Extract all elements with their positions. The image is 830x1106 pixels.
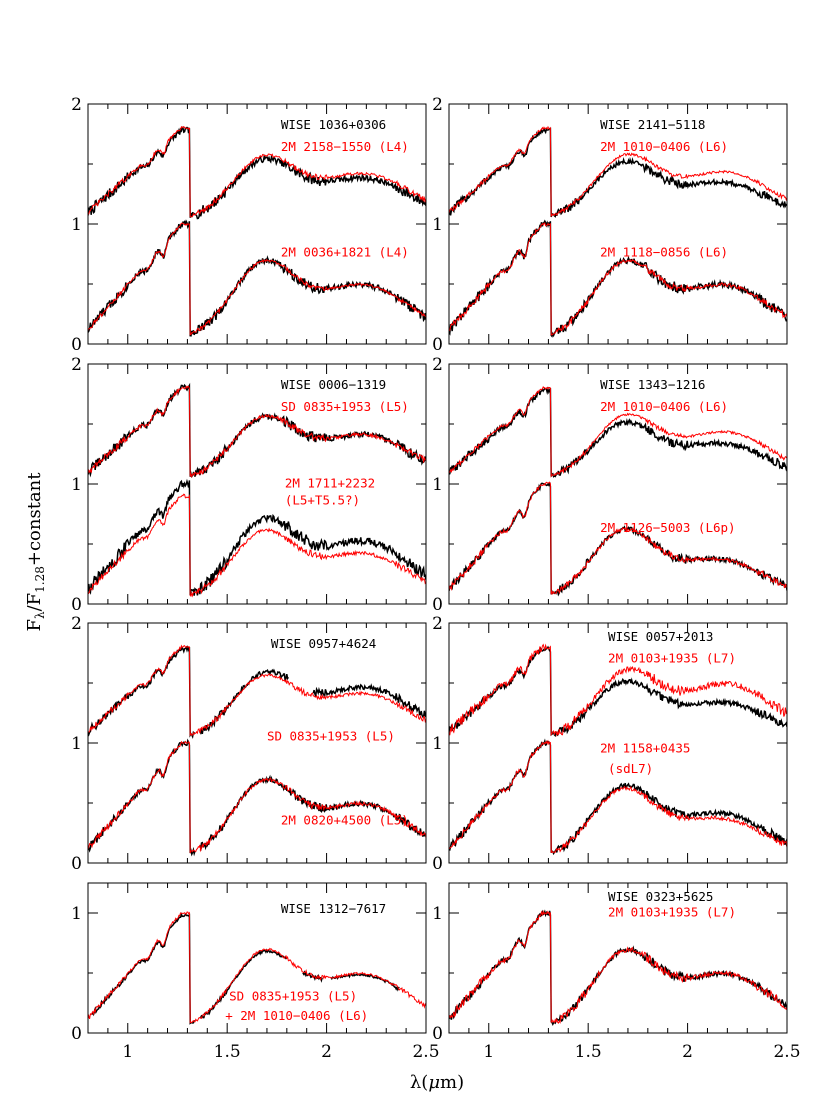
spectrum-line-2	[449, 125, 787, 217]
annotation-label: WISE 0323+5625	[608, 889, 713, 904]
panel-frame	[87, 882, 427, 1034]
x-axis-title: λ(μm)	[410, 1072, 464, 1093]
spectrum-line-1	[88, 645, 426, 740]
spectrum-line-2	[449, 909, 787, 1025]
annotation-label: (sdL7)	[608, 761, 653, 776]
panel-frame	[448, 882, 788, 1034]
annotation-label: SD 0835+1953 (L5)	[267, 729, 395, 744]
annotation-label: 2M 0103+1935 (L7)	[608, 905, 736, 920]
annotation-label: 2M 1118−0856 (L6)	[600, 244, 728, 259]
annotation-label: 2M 0103+1935 (L7)	[608, 651, 736, 666]
y-tick-label: 2	[432, 614, 443, 634]
panel-row2-left: 0 1 2 WISE 0006−1319 SD 0835+1953 (L5) 2M 171…	[71, 355, 427, 615]
annotation-label: 2M 1010−0406 (L6)	[600, 139, 728, 154]
y-tick-label: 0	[71, 335, 82, 355]
annotation-label: (L5+T5.5?)	[285, 492, 360, 507]
x-tick-label: 2.5	[773, 1042, 800, 1062]
y-tick-label: 1	[432, 734, 443, 754]
y-axis-title: Fλ/F1.28+constant	[24, 472, 47, 632]
spectrum-line-2	[88, 644, 426, 737]
spectrum-line-3	[88, 478, 426, 596]
spectrum-line-2	[88, 125, 426, 218]
spectrum-line-3	[449, 482, 787, 597]
y-tick-label: 1	[432, 904, 443, 924]
spectrum-line-2	[449, 386, 787, 478]
y-tick-label: 0	[71, 854, 82, 874]
spectrum-line-3	[88, 219, 426, 337]
annotation-label: 2M 2158−1550 (L4)	[281, 139, 409, 154]
spectrum-line-4	[449, 739, 787, 854]
x-tick-label: 2	[682, 1042, 693, 1062]
annotation-label: 2M 1126−5003 (L6p)	[600, 520, 735, 535]
y-tick-label: 2	[432, 355, 443, 375]
annotation-label: WISE 1343−1216	[600, 377, 705, 392]
x-tick-label: 1	[122, 1042, 133, 1062]
panel-row4-left: 0 1 1 1.5 2 2.5 WISE 1312−7617 SD 0835+1953 (L5…	[71, 882, 440, 1062]
spectrum-line-3	[449, 738, 787, 856]
y-tick-label: 0	[432, 595, 443, 615]
y-tick-label: 1	[71, 734, 82, 754]
y-tick-label: 1	[71, 215, 82, 235]
annotation-label: WISE 0957+4624	[271, 636, 376, 651]
annotation-label: 2M 1158+0435	[600, 741, 690, 756]
spectrum-line-4	[449, 222, 787, 336]
spectrum-line-2	[88, 911, 426, 1024]
spectrum-line-2	[88, 385, 426, 479]
x-tick-label: 1.5	[214, 1042, 241, 1062]
x-tick-label: 2.5	[412, 1042, 439, 1062]
annotation-label: WISE 1036+0306	[281, 117, 386, 132]
spectrum-line-4	[88, 740, 426, 854]
annotation-label: 2M 0820+4500 (L5)	[281, 813, 409, 828]
spectrum-line-3	[88, 738, 426, 857]
annotation-label: 2M 1711+2232	[285, 476, 375, 491]
spectrum-line-4	[449, 481, 787, 596]
panel-row2-right: 0 1 2 WISE 1343−1216 2M 1010−0406 (L6) 2M 112…	[432, 355, 788, 615]
y-tick-label: 0	[432, 335, 443, 355]
panels-group: 0 1 2 WISE 1036+0306 2M 2158−1550 (L4) 2M 003…	[71, 95, 800, 1062]
svg-text:Fλ/F1.28+constant: Fλ/F1.28+constant	[24, 472, 47, 632]
y-tick-label: 0	[432, 1024, 443, 1044]
spectrum-line-1	[449, 909, 787, 1027]
spectrum-line-4	[88, 222, 426, 336]
y-tick-label: 0	[71, 595, 82, 615]
spectrum-line-3	[449, 219, 787, 338]
panel-row1-left: 0 1 2 WISE 1036+0306 2M 2158−1550 (L4) 2M 003…	[71, 95, 427, 355]
x-tick-label: 1	[483, 1042, 494, 1062]
spectrum-line-1	[88, 126, 426, 220]
y-tick-label: 0	[71, 1024, 82, 1044]
panel-row1-right: 0 1 2 WISE 2141−5118 2M 1010−0406 (L6) 2M 111…	[432, 95, 788, 355]
y-tick-label: 2	[71, 614, 82, 634]
annotation-label: SD 0835+1953 (L5)	[229, 989, 357, 1004]
y-tick-label: 2	[71, 95, 82, 115]
y-tick-label: 1	[71, 475, 82, 495]
spectrum-line-4	[88, 493, 426, 598]
y-tick-label: 1	[432, 215, 443, 235]
annotation-label: 2M 0036+1821 (L4)	[281, 244, 409, 259]
x-tick-label: 2	[321, 1042, 332, 1062]
y-tick-label: 1	[71, 904, 82, 924]
panel-row3-left: 0 1 2 WISE 0957+4624 SD 0835+1953 (L5) 2M 082…	[71, 614, 427, 874]
y-tick-label: 2	[71, 355, 82, 375]
x-tick-label: 1.5	[575, 1042, 602, 1062]
y-tick-label: 0	[432, 854, 443, 874]
annotation-label: + 2M 1010−0406 (L6)	[225, 1008, 368, 1023]
annotation-label: WISE 2141−5118	[600, 117, 705, 132]
panel-row3-right: 0 1 2 WISE 0057+2013 2M 0103+1935 (L7) 2M 115…	[432, 614, 788, 874]
annotation-label: WISE 0057+2013	[608, 629, 713, 644]
annotation-label: WISE 1312−7617	[281, 901, 386, 916]
annotation-label: WISE 0006−1319	[281, 377, 386, 392]
spectrum-line-2	[449, 643, 787, 737]
annotation-label: 2M 1010−0406 (L6)	[600, 399, 728, 414]
annotation-label: SD 0835+1953 (L5)	[281, 399, 409, 414]
y-tick-label: 1	[432, 475, 443, 495]
y-tick-label: 2	[432, 95, 443, 115]
